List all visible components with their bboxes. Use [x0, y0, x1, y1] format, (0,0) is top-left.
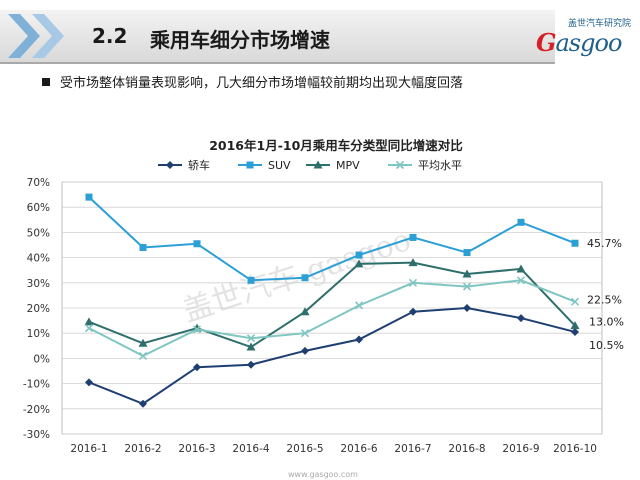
data-point: [85, 193, 93, 201]
data-point: [139, 399, 147, 408]
legend-marker: [246, 161, 254, 169]
x-tick-label: 2016-5: [286, 443, 323, 455]
data-point: [247, 276, 255, 284]
data-point: [463, 249, 471, 257]
x-tick-label: 2016-10: [553, 443, 597, 455]
data-point: [246, 334, 256, 343]
bullet-text: 受市场整体销量表现影响，几大细分市场增幅较前期均出现大幅度回落: [60, 76, 464, 91]
legend-label: MPV: [336, 159, 360, 172]
legend-marker: [166, 161, 174, 169]
data-point: [193, 363, 201, 372]
x-tick-label: 2016-6: [340, 443, 378, 455]
logo-chinese-text: 盖世汽车研究院: [568, 19, 632, 29]
header-band: [0, 10, 555, 64]
data-point: [408, 278, 418, 287]
end-data-label: 10.5%: [589, 339, 624, 352]
logo-english-text: Gasgoo: [536, 28, 622, 57]
data-point: [193, 240, 201, 248]
y-tick-label: -10%: [23, 379, 50, 391]
data-point: [571, 239, 579, 247]
data-point: [570, 321, 580, 330]
legend-label: SUV: [268, 159, 291, 172]
data-point: [571, 327, 579, 336]
section-title: 乘用车细分市场增速: [150, 28, 330, 52]
data-point: [570, 297, 580, 306]
data-point: [355, 335, 363, 344]
footer-url: www.gasgoo.com: [288, 470, 358, 479]
legend-label: 轿车: [188, 158, 210, 172]
watermark: 盖世汽车 gasgoo: [179, 223, 416, 330]
data-point: [85, 378, 93, 387]
data-point: [409, 307, 417, 316]
data-point: [462, 282, 472, 291]
data-point: [138, 351, 148, 360]
chevron-arrows-icon: [8, 14, 64, 58]
bullet-point: 受市场整体销量表现影响，几大细分市场增幅较前期均出现大幅度回落: [42, 72, 463, 91]
data-point: [355, 251, 363, 259]
data-point: [354, 301, 364, 310]
y-tick-label: 10%: [27, 328, 50, 340]
x-tick-label: 2016-4: [232, 443, 270, 455]
data-point: [409, 233, 417, 241]
x-tick-label: 2016-8: [448, 443, 485, 455]
data-point: [84, 324, 94, 333]
legend-label: 平均水平: [418, 159, 462, 172]
end-data-label: 45.7%: [587, 237, 622, 250]
data-point: [354, 259, 364, 268]
end-data-label: 13.0%: [589, 316, 624, 329]
series-line: [88, 279, 576, 357]
data-point: [301, 274, 309, 282]
data-point: [301, 346, 309, 355]
x-tick-label: 2016-7: [394, 443, 431, 455]
y-tick-label: -20%: [23, 404, 50, 416]
data-point: [300, 329, 310, 338]
end-data-label: 22.5%: [587, 294, 622, 307]
data-point: [84, 317, 94, 326]
legend-marker: [395, 160, 405, 170]
data-point: [516, 276, 526, 285]
y-tick-label: -30%: [23, 429, 50, 441]
y-tick-label: 70%: [27, 177, 50, 189]
y-tick-label: 30%: [27, 278, 50, 290]
chart-title: 2016年1月-10月乘用车分类型同比增速对比: [209, 138, 463, 153]
series-line: [88, 306, 576, 405]
series-line: [88, 261, 576, 349]
data-point: [516, 264, 526, 273]
data-point: [247, 360, 255, 369]
data-point: [138, 338, 148, 347]
y-tick-label: 20%: [27, 303, 50, 315]
y-tick-label: 60%: [27, 202, 50, 214]
data-point: [517, 314, 525, 323]
header-banner: 2.2 乘用车细分市场增速 盖世汽车研究院 Gasgoo: [0, 10, 640, 64]
section-number: 2.2: [92, 24, 128, 48]
data-point: [462, 269, 472, 278]
y-tick-label: 0%: [33, 353, 50, 365]
x-tick-label: 2016-3: [178, 443, 215, 455]
y-tick-label: 50%: [27, 227, 50, 239]
data-point: [246, 342, 256, 351]
data-point: [408, 258, 418, 267]
data-point: [463, 304, 471, 312]
legend-marker: [313, 160, 323, 169]
square-bullet-icon: [42, 78, 50, 86]
data-point: [192, 325, 202, 334]
gasgoo-logo: 盖世汽车研究院 Gasgoo: [528, 14, 638, 60]
x-tick-label: 2016-9: [502, 443, 539, 455]
x-tick-label: 2016-1: [70, 443, 107, 455]
y-tick-label: 40%: [27, 253, 50, 265]
data-point: [517, 218, 525, 226]
data-point: [300, 307, 310, 316]
series-line: [88, 196, 576, 282]
data-point: [139, 244, 147, 252]
x-tick-label: 2016-2: [124, 443, 161, 455]
